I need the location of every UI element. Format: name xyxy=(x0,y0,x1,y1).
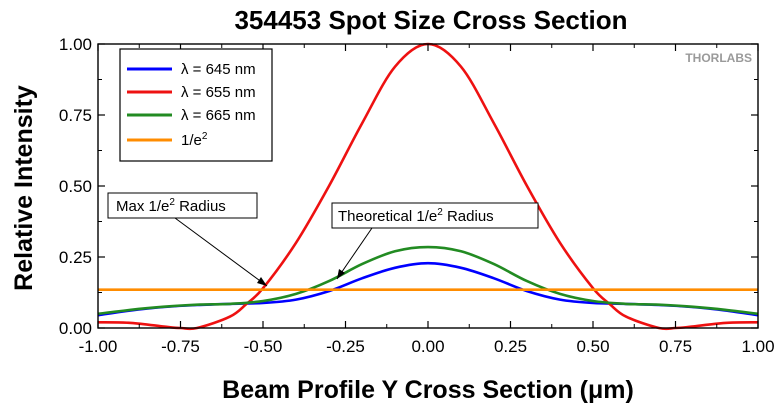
ticks-layer: -1.00 -0.75 -0.50 -0.25 0.00 0.25 0.50 0.75 1.00… xyxy=(59,35,775,356)
x-axis-label: Beam Profile Y Cross Section (μm) xyxy=(222,376,634,404)
x-tick-label: 0.50 xyxy=(576,337,609,356)
legend-label-645: λ = 645 nm xyxy=(181,61,256,78)
thorlabs-watermark: THORLABS xyxy=(685,51,752,65)
annotation-max-radius-arrowhead xyxy=(257,277,267,286)
annotation-theoretical-radius-arrowhead xyxy=(337,269,345,279)
chart-title: 354453 Spot Size Cross Section xyxy=(234,5,627,35)
y-tick-label: 0.75 xyxy=(59,106,92,125)
x-tick-label: -0.75 xyxy=(161,337,200,356)
y-axis-label: Relative Intensity xyxy=(10,85,38,291)
legend-label-665: λ = 665 nm xyxy=(181,107,256,124)
legend-label-1e2: 1/e2 xyxy=(181,131,208,149)
annotation-max-radius-box xyxy=(107,192,258,219)
x-tick-label: 0.75 xyxy=(659,337,692,356)
x-tick-label: 0.25 xyxy=(494,337,527,356)
x-tick-label: 1.00 xyxy=(741,337,774,356)
x-tick-label: -0.25 xyxy=(326,337,365,356)
y-tick-label: 0.00 xyxy=(59,319,92,338)
series-line-2 xyxy=(97,245,759,316)
legend-label-655: λ = 655 nm xyxy=(181,84,256,101)
x-tick-label: -0.50 xyxy=(244,337,283,356)
y-tick-label: 0.25 xyxy=(59,248,92,267)
x-tick-label: 0.00 xyxy=(411,337,444,356)
y-tick-label: 0.50 xyxy=(59,177,92,196)
legend: λ = 645 nm λ = 655 nm λ = 665 nm 1/e2 xyxy=(119,48,273,162)
annotation-max-radius-label: Max 1/e2 Radius xyxy=(116,197,226,215)
annotation-theoretical-radius-arrow xyxy=(336,227,373,280)
y-tick-label: 1.00 xyxy=(59,35,92,54)
annotation-theoretical-radius-label: Theoretical 1/e2 Radius xyxy=(338,207,494,225)
annotation-theoretical-radius-box xyxy=(331,202,539,229)
annotation-max-radius-arrow xyxy=(174,217,268,287)
annotation-theoretical-radius: Theoretical 1/e2 Radius xyxy=(331,202,539,280)
x-tick-label: -1.00 xyxy=(79,337,118,356)
annotation-max-radius: Max 1/e2 Radius xyxy=(107,192,268,287)
